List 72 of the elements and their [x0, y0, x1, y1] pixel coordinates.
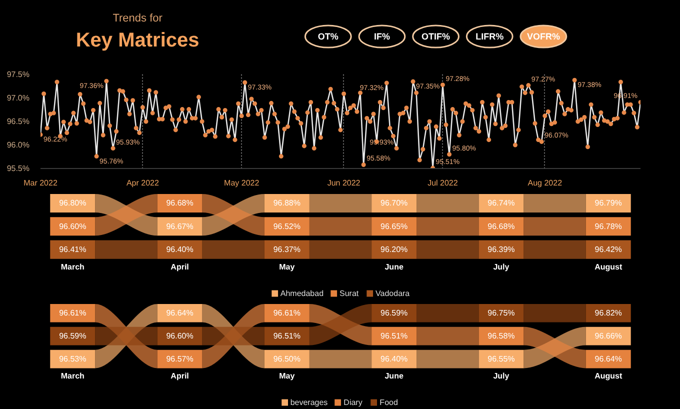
category-label: April	[170, 262, 189, 272]
data-label: 96.68%	[488, 222, 515, 231]
data-label: 96.37%	[273, 245, 301, 254]
category-label: May	[279, 372, 296, 381]
data-label: 96.40%	[166, 245, 194, 254]
x-tick-label: May 2022	[224, 178, 260, 188]
data-label: 96.60%	[166, 332, 194, 341]
y-tick-label: 97.0%	[6, 94, 30, 102]
chart-subtitle: Trends for	[112, 12, 163, 24]
data-label: 96.55%	[488, 354, 515, 364]
data-label: 96.74%	[488, 198, 515, 208]
category-label: July	[493, 372, 510, 381]
data-label: 96.80%	[59, 198, 86, 208]
data-label: 96.52%	[273, 222, 301, 231]
y-tick-label: 96.5%	[6, 117, 30, 126]
x-tick-label: Mar 2022	[24, 178, 58, 188]
legend-label: Diary	[344, 397, 364, 407]
data-label: 96.82%	[594, 308, 622, 318]
category-label: IF%	[374, 32, 390, 42]
legend-label: beverages	[290, 397, 328, 407]
data-label: 96.50%	[273, 354, 301, 364]
category-label: March	[60, 372, 85, 381]
data-label: 96.40%	[380, 354, 408, 364]
data-label: 96.78%	[594, 222, 622, 231]
category-label: LIFR%	[476, 32, 504, 42]
category-label: June	[384, 262, 404, 272]
data-label: 96.79%	[594, 198, 622, 208]
category-label: May	[279, 262, 296, 272]
data-label: 96.39%	[488, 245, 515, 254]
y-tick-label: 95.5%	[6, 164, 30, 173]
data-label: 96.61%	[273, 308, 301, 318]
x-tick-label: Apr 2022	[126, 178, 160, 188]
category-label: June	[384, 372, 404, 381]
category-label: March	[60, 262, 85, 272]
y-tick-label: 97.5%	[6, 70, 30, 79]
data-label: 96.65%	[380, 222, 408, 231]
data-label: 96.61%	[59, 308, 86, 318]
x-tick-label: Jul 2022	[428, 178, 458, 188]
category-label: VOFR%	[526, 32, 560, 42]
data-label: 96.60%	[59, 222, 86, 231]
x-tick-label: Aug 2022	[528, 178, 563, 188]
data-label: 96.57%	[166, 354, 194, 364]
data-label: 96.20%	[380, 245, 408, 254]
data-label: 96.42%	[594, 245, 622, 254]
data-label: 96.58%	[488, 332, 515, 341]
legend-label: Food	[380, 397, 399, 407]
category-label: April	[170, 372, 189, 381]
x-tick-label: Jun 2022	[327, 178, 361, 188]
category-label: OTIF%	[422, 32, 450, 42]
legend-label: Ahmedabad	[280, 288, 324, 298]
legend-label: Vadodara	[376, 288, 410, 298]
category-label: August	[594, 262, 622, 272]
legend-label: Surat	[340, 288, 360, 298]
data-label: 96.59%	[59, 332, 86, 341]
data-label: 96.75%	[488, 308, 515, 318]
data-label: 96.41%	[59, 245, 86, 254]
data-label: 96.88%	[273, 198, 301, 208]
data-label: 96.70%	[380, 198, 408, 208]
data-label: 96.51%	[380, 332, 408, 341]
data-label: 96.53%	[59, 354, 86, 364]
chart-title: Key Matrices	[76, 30, 200, 52]
data-label: 96.67%	[166, 222, 194, 231]
data-label: 96.66%	[594, 332, 622, 341]
data-label: 96.59%	[380, 308, 408, 318]
data-label: 96.68%	[166, 198, 194, 208]
data-label: 96.64%	[166, 308, 194, 318]
category-label: July	[493, 262, 510, 272]
category-label: August	[594, 372, 622, 381]
data-label: 96.51%	[273, 332, 301, 341]
y-tick-label: 96.0%	[6, 140, 30, 150]
data-label: 96.64%	[594, 354, 622, 364]
category-label: OT%	[318, 32, 338, 42]
